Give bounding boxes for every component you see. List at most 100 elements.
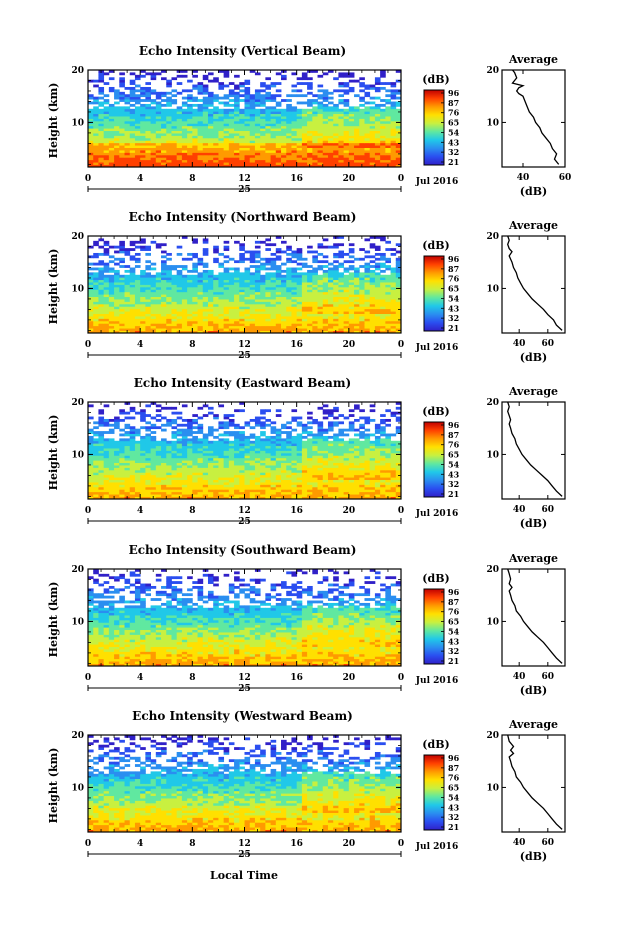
heatmap-cell	[369, 289, 376, 293]
heatmap-cell	[171, 101, 178, 105]
heatmap-cell	[369, 484, 376, 488]
heatmap-cell	[228, 118, 235, 122]
heatmap-cell	[187, 157, 193, 161]
heatmap-cell	[343, 320, 350, 324]
heatmap-cell	[301, 101, 308, 105]
heatmap-cell	[364, 469, 371, 473]
heatmap-cell	[296, 89, 303, 93]
heatmap-cell	[260, 82, 266, 85]
heatmap-cell	[218, 482, 225, 485]
heatmap-cell	[171, 313, 178, 317]
heatmap-cell	[140, 457, 146, 461]
heatmap-cell	[187, 108, 193, 112]
heatmap-cell	[312, 135, 318, 139]
heatmap-cell	[187, 496, 193, 500]
heatmap-cell	[171, 494, 178, 497]
heatmap-cell	[322, 103, 329, 107]
profile-y-tick-label: 10	[486, 284, 499, 294]
heatmap-cell	[218, 137, 225, 141]
heatmap-cell	[150, 328, 157, 331]
heatmap-cell	[234, 96, 240, 100]
heatmap-cell	[176, 291, 183, 295]
heatmap-cell	[145, 133, 151, 136]
heatmap-cell	[380, 325, 386, 329]
heatmap-cell	[171, 113, 178, 117]
heatmap-cell	[327, 157, 334, 161]
heatmap-cell	[234, 272, 240, 276]
heatmap-cell	[181, 101, 188, 105]
heatmap-cell	[390, 123, 397, 127]
heatmap-cell	[395, 118, 402, 122]
heatmap-cell	[265, 460, 271, 464]
heatmap-cell	[395, 159, 402, 163]
heatmap-cell	[176, 106, 183, 110]
heatmap-cell	[296, 159, 303, 163]
heatmap-cell	[374, 484, 381, 488]
heatmap-cell	[134, 479, 141, 483]
heatmap-cell	[390, 320, 397, 324]
heatmap-cell	[103, 150, 110, 153]
heatmap-cell	[343, 164, 350, 168]
heatmap-cell	[286, 147, 292, 151]
heatmap-cell	[234, 133, 240, 136]
heatmap-cell	[254, 140, 261, 144]
heatmap-cell	[108, 147, 115, 151]
heatmap-cell	[249, 152, 256, 156]
profile-x-tick-label: 60	[559, 173, 572, 183]
x-tick-label: 0	[398, 340, 404, 350]
heatmap-cell	[296, 294, 303, 298]
heatmap-cell	[114, 257, 120, 261]
heatmap-cell	[108, 267, 115, 271]
heatmap-cell	[218, 484, 225, 488]
heatmap-cell	[202, 296, 209, 300]
heatmap-cell	[322, 91, 329, 95]
heatmap-cell	[317, 84, 324, 88]
heatmap-cell	[223, 296, 230, 300]
heatmap-cell	[301, 489, 308, 493]
heatmap-cell	[359, 130, 365, 134]
heatmap-cell	[317, 469, 324, 473]
heatmap-cell	[187, 286, 193, 290]
heatmap-cell	[114, 299, 120, 302]
heatmap-cell	[228, 286, 235, 290]
heatmap-cell	[322, 123, 329, 127]
heatmap-cell	[98, 313, 105, 317]
heatmap-cell	[98, 74, 105, 78]
heatmap-cell	[333, 277, 339, 281]
heatmap-cell	[312, 140, 318, 144]
heatmap-cell	[239, 279, 245, 283]
heatmap-cell	[301, 284, 308, 288]
heatmap-cell	[385, 296, 391, 300]
heatmap-cell	[93, 299, 99, 302]
heatmap-cell	[359, 272, 365, 276]
heatmap-cell	[88, 159, 94, 163]
heatmap-cell	[187, 486, 193, 490]
profile-y-tick-label: 10	[486, 118, 499, 128]
heatmap-cell	[249, 477, 256, 480]
heatmap-cell	[134, 128, 141, 132]
heatmap-cell	[155, 133, 162, 136]
heatmap-cell	[327, 291, 334, 295]
heatmap-cell	[369, 489, 376, 493]
heatmap-cell	[348, 477, 355, 480]
heatmap-cell	[223, 455, 230, 459]
heatmap-cell	[343, 162, 350, 165]
heatmap-cell	[260, 474, 266, 478]
heatmap-cell	[176, 472, 183, 476]
heatmap-cell	[374, 274, 381, 278]
heatmap-cell	[249, 311, 256, 314]
heatmap-cell	[380, 82, 386, 85]
heatmap-cell	[176, 479, 183, 483]
heatmap-cell	[192, 491, 198, 495]
heatmap-cell	[322, 303, 329, 307]
heatmap-cell	[234, 486, 240, 490]
heatmap-cell	[93, 301, 99, 305]
heatmap-cell	[338, 118, 345, 122]
heatmap-cell	[390, 147, 397, 151]
heatmap-cell	[270, 477, 277, 480]
heatmap-cell	[197, 128, 204, 132]
heatmap-cell	[281, 123, 287, 127]
heatmap-cell	[119, 159, 125, 163]
heatmap-cell	[322, 96, 329, 100]
heatmap-cell	[202, 154, 209, 158]
